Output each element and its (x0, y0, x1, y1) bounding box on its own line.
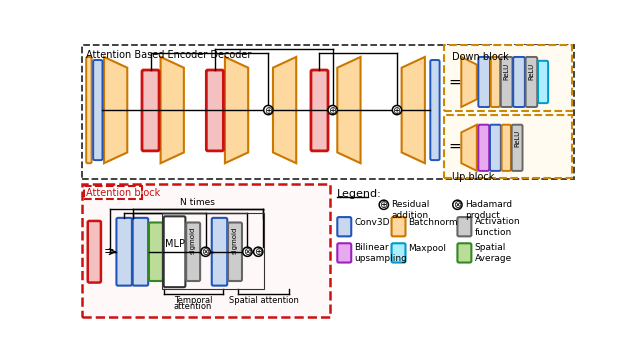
FancyBboxPatch shape (513, 57, 525, 107)
Text: Conv3D: Conv3D (355, 218, 390, 227)
Circle shape (379, 200, 388, 209)
Polygon shape (461, 57, 477, 107)
FancyBboxPatch shape (228, 223, 242, 281)
Text: Bilinear
upsampling: Bilinear upsampling (355, 243, 407, 263)
Text: Up block: Up block (452, 172, 494, 182)
Text: =: = (103, 245, 114, 258)
Text: =: = (448, 139, 461, 154)
Text: Attention block: Attention block (86, 188, 161, 198)
Text: attention: attention (174, 302, 212, 311)
Polygon shape (337, 57, 360, 163)
Text: $\otimes$: $\otimes$ (201, 246, 210, 257)
FancyBboxPatch shape (525, 57, 537, 107)
Text: Activation
function: Activation function (474, 217, 520, 237)
FancyBboxPatch shape (88, 221, 101, 283)
Bar (81, 45, 575, 180)
Bar (444, 115, 572, 178)
FancyBboxPatch shape (132, 218, 148, 286)
FancyBboxPatch shape (501, 57, 513, 107)
FancyBboxPatch shape (392, 243, 406, 262)
FancyBboxPatch shape (311, 70, 328, 151)
Polygon shape (225, 57, 248, 163)
FancyBboxPatch shape (538, 61, 548, 103)
FancyBboxPatch shape (206, 70, 223, 151)
Text: sigmoid: sigmoid (190, 227, 196, 255)
Circle shape (264, 106, 273, 115)
FancyBboxPatch shape (142, 70, 159, 151)
Circle shape (452, 200, 462, 209)
Text: Maxpool: Maxpool (408, 244, 447, 253)
Polygon shape (161, 57, 184, 163)
FancyBboxPatch shape (116, 218, 132, 286)
Polygon shape (104, 57, 127, 163)
FancyBboxPatch shape (502, 125, 511, 171)
Text: $\oplus$: $\oplus$ (379, 199, 388, 210)
FancyBboxPatch shape (491, 57, 500, 107)
Bar (162, 213, 264, 289)
FancyBboxPatch shape (478, 57, 490, 107)
Polygon shape (273, 57, 296, 163)
FancyBboxPatch shape (337, 243, 351, 262)
Polygon shape (461, 125, 477, 171)
Text: ReLU: ReLU (528, 62, 534, 80)
FancyBboxPatch shape (430, 60, 440, 160)
Text: ReLU: ReLU (503, 62, 509, 80)
Text: Attention Based Encoder Decoder: Attention Based Encoder Decoder (86, 50, 252, 60)
Circle shape (253, 247, 263, 256)
FancyBboxPatch shape (392, 217, 406, 236)
Text: Residual
addition: Residual addition (392, 200, 430, 220)
Circle shape (392, 106, 402, 115)
Text: ReLU: ReLU (514, 129, 520, 146)
FancyBboxPatch shape (93, 60, 102, 160)
Text: Batchnorm: Batchnorm (408, 218, 458, 227)
Circle shape (201, 247, 210, 256)
Circle shape (243, 247, 252, 256)
Bar (444, 45, 572, 111)
Text: $\oplus$: $\oplus$ (392, 104, 402, 116)
Text: Legend:: Legend: (337, 190, 382, 199)
FancyBboxPatch shape (337, 217, 351, 236)
Text: N times: N times (180, 198, 215, 207)
Text: Hadamard
product: Hadamard product (465, 200, 512, 220)
Text: $\otimes$: $\otimes$ (453, 199, 462, 210)
FancyBboxPatch shape (511, 125, 522, 171)
FancyBboxPatch shape (186, 223, 200, 281)
Text: $\otimes$: $\otimes$ (243, 246, 252, 257)
Text: $\oplus$: $\oplus$ (264, 104, 273, 116)
Bar (84, 186, 142, 199)
Bar (81, 184, 330, 317)
FancyBboxPatch shape (458, 243, 472, 262)
Text: Spatial attention: Spatial attention (228, 296, 299, 305)
FancyBboxPatch shape (490, 125, 501, 171)
Circle shape (328, 106, 337, 115)
Text: $\oplus$: $\oplus$ (253, 246, 263, 257)
FancyBboxPatch shape (164, 216, 186, 287)
Text: MLP: MLP (164, 239, 184, 249)
FancyBboxPatch shape (458, 217, 472, 236)
FancyBboxPatch shape (478, 125, 489, 171)
Polygon shape (402, 57, 425, 163)
Text: Temporal: Temporal (174, 296, 212, 305)
Text: Down block: Down block (452, 52, 509, 61)
FancyBboxPatch shape (86, 57, 92, 163)
Text: sigmoid: sigmoid (232, 227, 238, 255)
FancyBboxPatch shape (149, 223, 163, 281)
Text: =: = (448, 75, 461, 90)
FancyBboxPatch shape (212, 218, 227, 286)
Text: $\oplus$: $\oplus$ (328, 104, 337, 116)
Text: Spatial
Average: Spatial Average (474, 243, 512, 263)
